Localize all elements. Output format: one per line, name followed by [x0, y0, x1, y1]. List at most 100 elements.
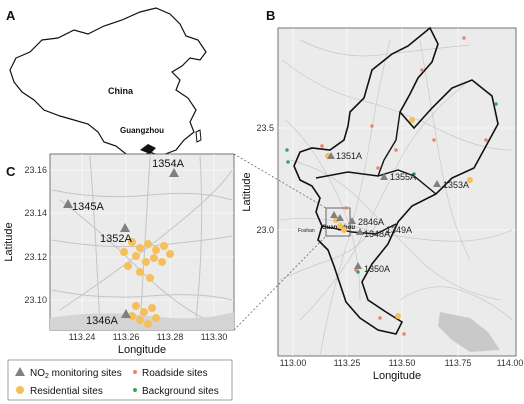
residential-site [160, 242, 168, 250]
residential-site [128, 238, 136, 246]
residential-site [140, 308, 148, 316]
legend-background-symbol [133, 388, 137, 392]
site-label-1345a: 1345A [72, 201, 104, 213]
roadside-points [320, 36, 488, 336]
legend-background-label: Background sites [142, 386, 219, 397]
site-label-1349a: 1349A [386, 225, 412, 235]
panel-b-map: Guangzhou Foshan [277, 26, 517, 357]
site-label-1354a: 1354A [152, 158, 184, 170]
background-site [286, 160, 290, 164]
panel-c-y-tick: 23.14 [24, 208, 47, 218]
panel-b-x-tick: 113.75 [445, 358, 472, 368]
residential-site [467, 177, 473, 183]
panel-b-x-tick: 113.00 [280, 358, 307, 368]
panel-c-y-tick: 23.10 [24, 295, 47, 305]
china-label: China [108, 86, 134, 96]
residential-site [166, 250, 174, 258]
panel-b-x-tick: 113.50 [389, 358, 416, 368]
site-label-1350a: 1350A [364, 264, 390, 274]
residential-site [144, 320, 152, 328]
legend-roadside-label: Roadside sites [142, 368, 208, 379]
monitoring-site [380, 173, 388, 180]
residential-site [158, 258, 166, 266]
residential-site [152, 246, 160, 254]
residential-site [120, 248, 128, 256]
panel-b-x-axis-label: Longitude [373, 370, 421, 382]
roadside-site [484, 138, 488, 142]
panel-c-x-tick: 113.24 [69, 332, 96, 342]
panel-b-label: B [266, 8, 275, 23]
site-label-1351a: 1351A [336, 151, 362, 161]
monitoring-site [354, 262, 362, 269]
monitoring-site [336, 214, 344, 221]
residential-site [148, 304, 156, 312]
roadside-site [420, 68, 424, 72]
panel-c-x-axis: 113.24 113.26 113.28 113.30 [69, 332, 228, 342]
panel-b-y-tick: 23.0 [256, 225, 274, 235]
china-outline [9, 7, 207, 159]
roadside-site [462, 36, 466, 40]
site-label-2846a: 2846A [358, 217, 384, 227]
legend-residential-label: Residential sites [30, 386, 103, 397]
legend-monitoring-label: NO2 monitoring sites [30, 368, 122, 380]
roadside-site [344, 206, 348, 210]
roadside-site [320, 144, 324, 148]
road-network [279, 39, 513, 357]
estuary-water [438, 312, 500, 352]
background-site [285, 148, 289, 152]
roadside-site [394, 148, 398, 152]
panel-b-y-axis: 23.5 23.0 [256, 123, 274, 235]
residential-site [341, 227, 347, 233]
residential-site [395, 313, 401, 319]
legend-roadside-symbol [133, 370, 137, 374]
site-label-1346a: 1346A [86, 315, 118, 327]
site-label-1355a: 1355A [390, 172, 416, 182]
panel-b-y-axis-label: Latitude [241, 172, 253, 211]
connector-line-top [233, 153, 327, 209]
panel-b-gridlines [278, 28, 516, 356]
panel-c-x-tick: 113.26 [113, 332, 140, 342]
residential-site [136, 316, 144, 324]
monitoring-site [169, 168, 179, 177]
panel-c-background [49, 153, 235, 331]
residential-site [142, 258, 150, 266]
panel-a-label: A [6, 8, 16, 23]
residential-site [150, 254, 158, 262]
panel-c-y-axis: 23.16 23.14 23.12 23.10 [24, 165, 47, 305]
guangzhou-boundary [293, 26, 499, 335]
panel-c-map: 1354A 1345A 1352A 1346A [49, 153, 235, 331]
panel-c-gridlines [50, 154, 234, 330]
panel-c-y-tick: 23.12 [24, 252, 47, 262]
residential-site [136, 244, 144, 252]
taiwan-island [195, 129, 202, 143]
monitoring-site [120, 223, 130, 232]
legend-residential-symbol [16, 386, 24, 394]
panel-b-background [277, 27, 517, 357]
panel-c-label: C [6, 164, 16, 179]
monitoring-site [433, 180, 441, 187]
monitoring-points [327, 152, 441, 269]
panel-b-x-tick: 113.25 [334, 358, 361, 368]
legend-box [7, 359, 233, 401]
china-map [9, 7, 207, 169]
panel-c-monitoring-points [63, 168, 179, 318]
residential-site [132, 302, 140, 310]
residential-site [132, 252, 140, 260]
panel-c-y-axis-label: Latitude [3, 222, 15, 261]
monitoring-site [121, 309, 131, 318]
roadside-site [370, 124, 374, 128]
roadside-site [376, 166, 380, 170]
place-label: Foshan [298, 228, 315, 234]
panel-c-x-axis-label: Longitude [118, 344, 166, 356]
panel-c-y-tick: 23.16 [24, 165, 47, 175]
legend-monitoring-symbol [15, 367, 25, 376]
connector-line-bottom [233, 235, 327, 331]
legend: NO2 monitoring sites Roadside sites Resi… [7, 359, 233, 401]
monitoring-site [356, 228, 364, 235]
residential-site [152, 314, 160, 322]
monitoring-site [63, 199, 73, 208]
residential-site [146, 274, 154, 282]
district-boundary-south [321, 223, 397, 235]
residential-site [124, 262, 132, 270]
